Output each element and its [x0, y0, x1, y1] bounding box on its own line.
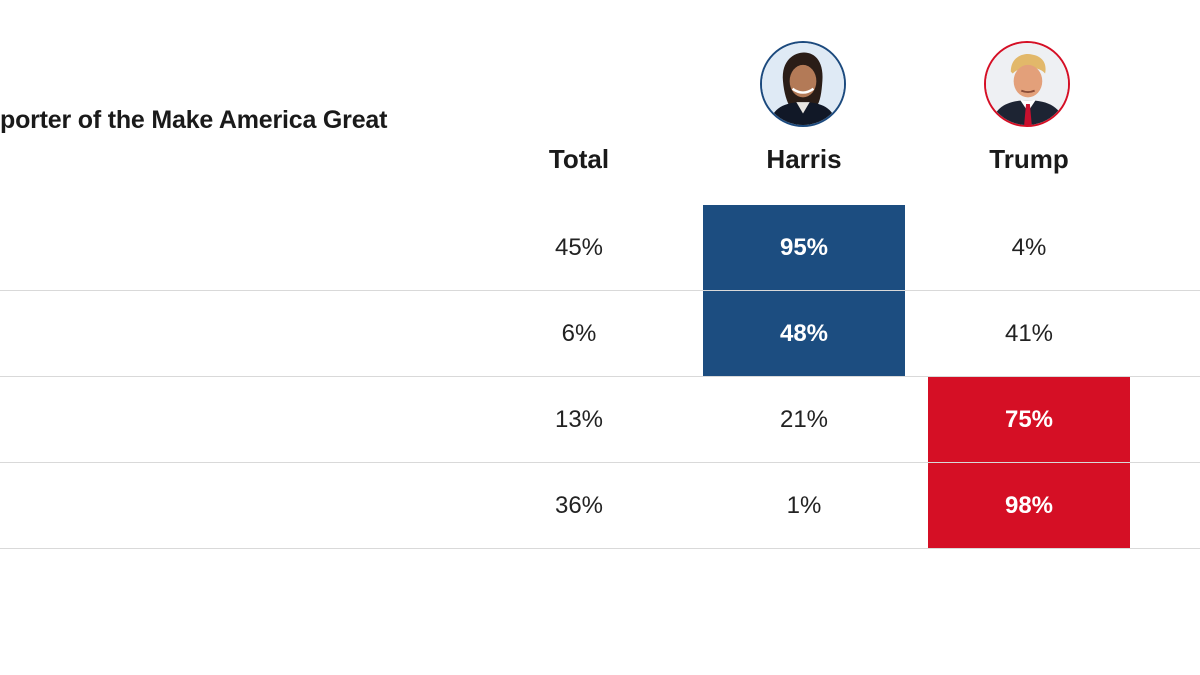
total-cell: 45% — [554, 234, 604, 261]
harris-avatar — [760, 41, 846, 127]
table-row: 36% 1% 98% — [0, 463, 1200, 549]
trump-avatar — [984, 41, 1070, 127]
table-row: 6% 48% 41% — [0, 291, 1200, 377]
table-row: 45% 95% 4% — [0, 205, 1200, 291]
column-header-harris: Harris — [766, 144, 842, 174]
column-header-total: Total — [548, 144, 610, 174]
trump-cell: 98% — [928, 463, 1130, 548]
trump-cell: 41% — [1004, 320, 1054, 347]
total-cell: 13% — [554, 406, 604, 433]
harris-cell: 95% — [703, 205, 905, 290]
harris-portrait-icon — [762, 43, 844, 125]
harris-cell: 21% — [779, 406, 829, 433]
harris-cell: 1% — [786, 492, 822, 519]
trump-cell: 75% — [928, 377, 1130, 462]
total-cell: 6% — [561, 320, 597, 347]
trump-cell: 4% — [1011, 234, 1047, 261]
total-cell: 36% — [554, 492, 604, 519]
column-header-trump: Trump — [989, 144, 1069, 174]
harris-cell: 48% — [703, 291, 905, 376]
table-row: 13% 21% 75% — [0, 377, 1200, 463]
trump-portrait-icon — [986, 43, 1068, 125]
question-text: porter of the Make America Great — [0, 106, 388, 134]
